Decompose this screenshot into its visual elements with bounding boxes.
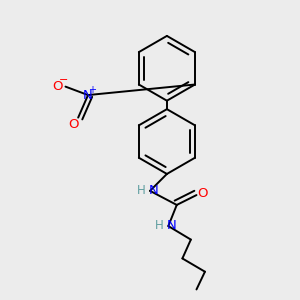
- Text: N: N: [83, 88, 93, 102]
- Text: −: −: [59, 75, 68, 85]
- Text: H: H: [136, 184, 146, 196]
- Text: O: O: [197, 187, 208, 200]
- Text: +: +: [88, 85, 96, 95]
- Text: O: O: [69, 118, 79, 131]
- Text: N: N: [167, 219, 177, 232]
- Text: H: H: [155, 219, 164, 232]
- Text: O: O: [52, 80, 63, 93]
- Text: N: N: [148, 184, 158, 196]
